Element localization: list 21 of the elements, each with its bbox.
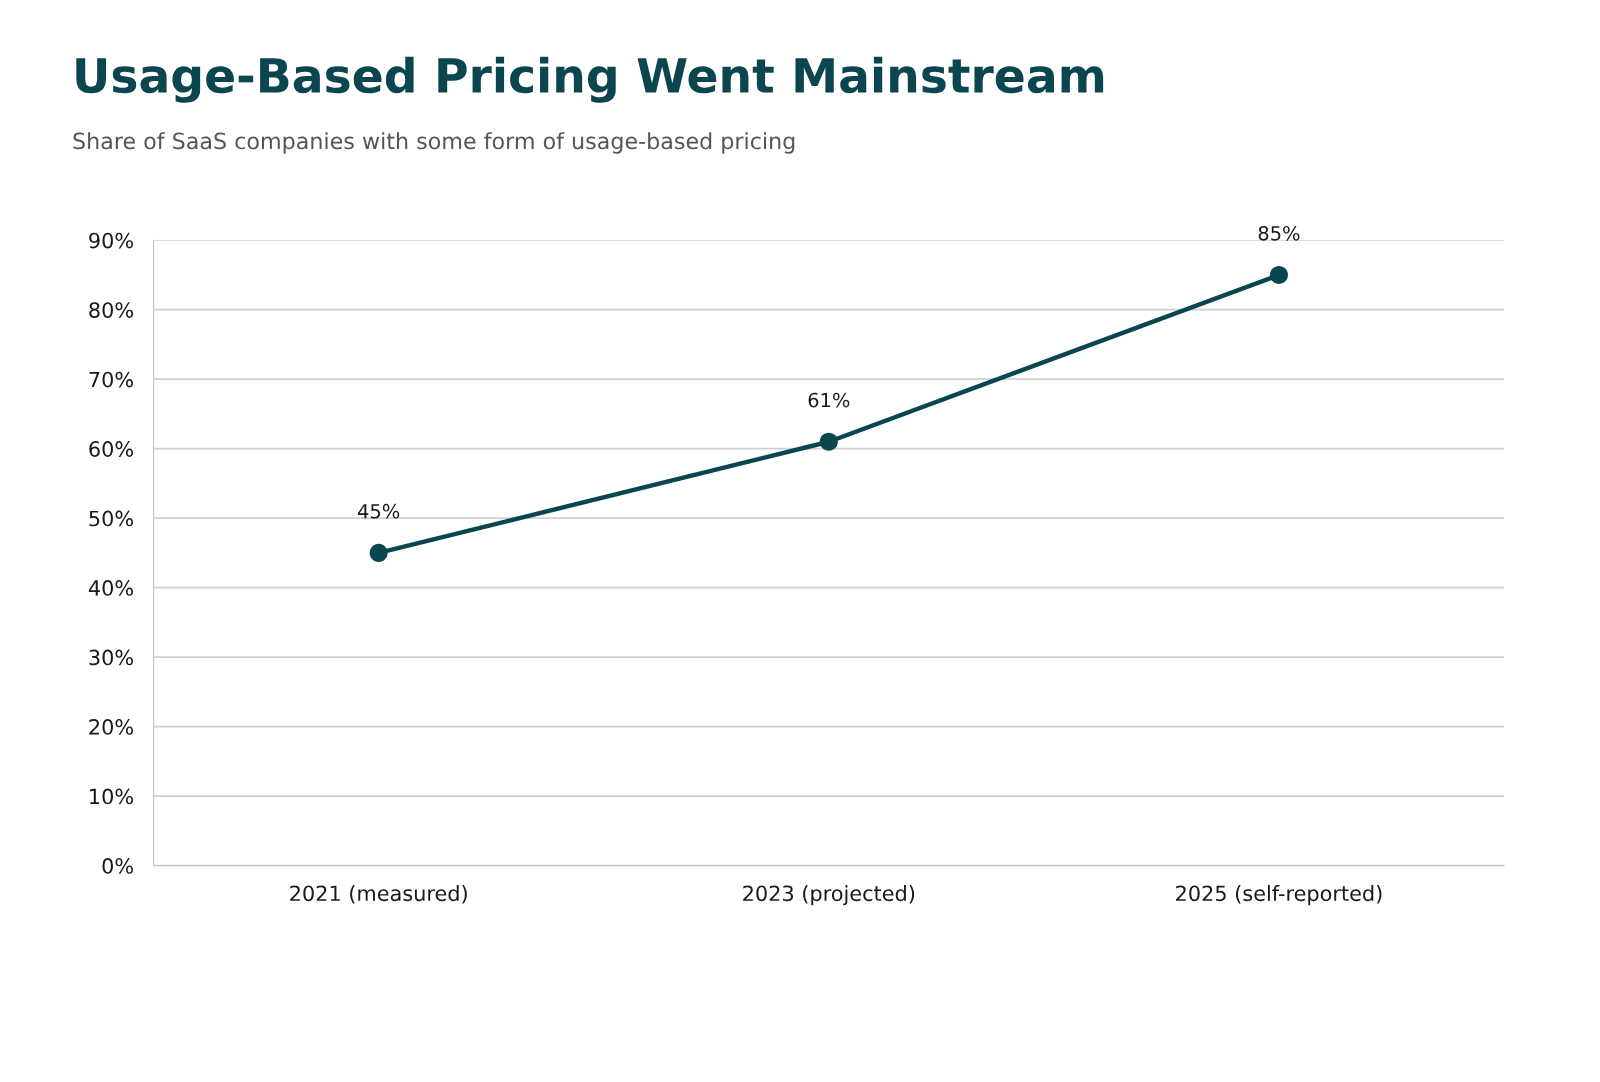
- y-tick-label: 10%: [90, 788, 134, 805]
- y-tick-label: 80%: [89, 302, 134, 318]
- y-tick-label: 40%: [88, 580, 134, 596]
- x-tick-label: 2025 (self-reported): [1176, 885, 1382, 906]
- y-tick-label: 20%: [89, 719, 134, 735]
- data-label: 45%: [358, 503, 400, 519]
- y-tick-label: 0%: [102, 858, 134, 874]
- data-label: 61%: [808, 392, 850, 408]
- y-tick-label: 70%: [89, 371, 134, 388]
- chart-title: Usage-Based Pricing Went Mainstream: [76, 56, 1104, 103]
- y-tick-label: 60%: [89, 441, 134, 457]
- data-label: 85%: [1258, 225, 1300, 241]
- point: [819, 432, 838, 451]
- point: [369, 543, 388, 562]
- x-tick-label: 2023 (projected): [743, 885, 915, 906]
- x-tick-label: 2021 (measured): [290, 885, 467, 904]
- y-tick-label: 90%: [89, 232, 134, 249]
- point: [1269, 265, 1288, 284]
- y-tick-label: 50%: [89, 510, 134, 527]
- y-tick-label: 30%: [89, 649, 134, 666]
- chart-subtitle: Share of SaaS companies with some form of usage-based pricing: [73, 132, 795, 154]
